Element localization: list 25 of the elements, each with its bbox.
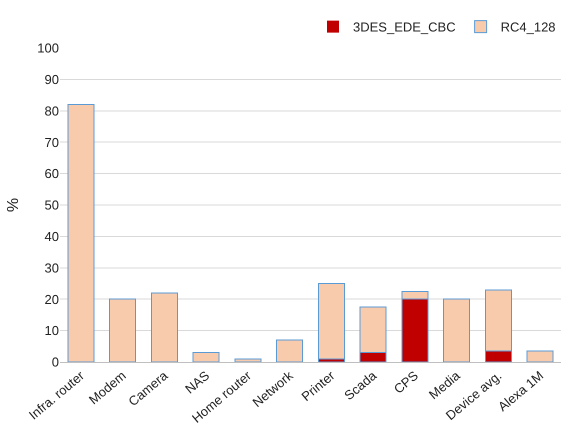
bar [276, 340, 304, 362]
y-tick-label: 40 [44, 228, 59, 244]
legend-label: 3DES_EDE_CBC [353, 20, 456, 35]
y-axis-title: % [5, 198, 22, 212]
bar [318, 283, 345, 360]
y-tick-label: 50 [44, 198, 59, 213]
y-tick-label: 30 [44, 260, 59, 276]
legend-label: RC4_128 [500, 20, 556, 35]
bar [443, 298, 470, 362]
y-tick-label: 80 [44, 103, 59, 118]
y-tick-label: 100 [37, 40, 59, 56]
bar [234, 358, 262, 362]
bar [526, 350, 554, 362]
y-tick-label: 60 [44, 166, 59, 182]
y-tick-label: 70 [44, 134, 59, 150]
x-tick-label: NAS [182, 368, 212, 397]
bar [67, 104, 94, 362]
y-tick-label: 90 [44, 72, 59, 87]
bar [192, 352, 220, 362]
y-tick-label: 0 [52, 354, 59, 370]
bar [109, 298, 136, 362]
y-tick-label: 20 [44, 292, 59, 307]
bar [150, 292, 178, 362]
x-tick-label: CPS [390, 368, 422, 397]
y-tick-label: 10 [44, 323, 59, 338]
